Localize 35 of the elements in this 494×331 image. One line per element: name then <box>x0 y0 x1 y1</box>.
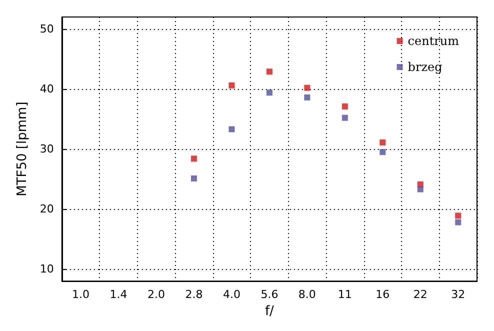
x-tick-label: 22 <box>413 288 428 302</box>
point <box>342 114 348 121</box>
point <box>228 126 235 132</box>
x-tick-label: 8.0 <box>298 288 316 302</box>
point <box>380 139 386 146</box>
point <box>417 186 424 192</box>
point <box>455 212 462 219</box>
point <box>455 219 462 226</box>
x-tick-label: 2.0 <box>147 288 165 302</box>
x-tick-label: 32 <box>451 288 466 302</box>
y-tick-label: 40 <box>40 82 54 96</box>
y-tick-label: 30 <box>40 142 54 156</box>
point <box>266 90 272 96</box>
x-tick-label: 2.8 <box>185 288 203 302</box>
y-tick-label: 10 <box>40 262 54 276</box>
x-tick-label: 1.0 <box>72 288 90 302</box>
x-tick-label: 1.4 <box>110 288 128 302</box>
x-axis-title: f/ <box>264 304 275 319</box>
point <box>380 149 386 156</box>
y-axis-title: MTF50 [lpmm] <box>15 102 30 196</box>
point <box>228 82 235 88</box>
legend-label: centrum <box>408 34 460 48</box>
legend-label: brzeg <box>408 60 443 74</box>
point <box>190 175 197 182</box>
y-tick-label: 20 <box>40 202 54 216</box>
x-tick-label: 16 <box>376 288 390 302</box>
y-tick-label: 50 <box>40 22 54 36</box>
point <box>304 94 310 100</box>
point <box>266 68 272 75</box>
point <box>304 84 310 91</box>
x-tick-label: 4.0 <box>222 288 240 302</box>
x-tick-label: 5.6 <box>260 288 278 302</box>
point <box>190 156 197 162</box>
x-tick-label: 11 <box>338 288 352 302</box>
point <box>342 103 348 110</box>
